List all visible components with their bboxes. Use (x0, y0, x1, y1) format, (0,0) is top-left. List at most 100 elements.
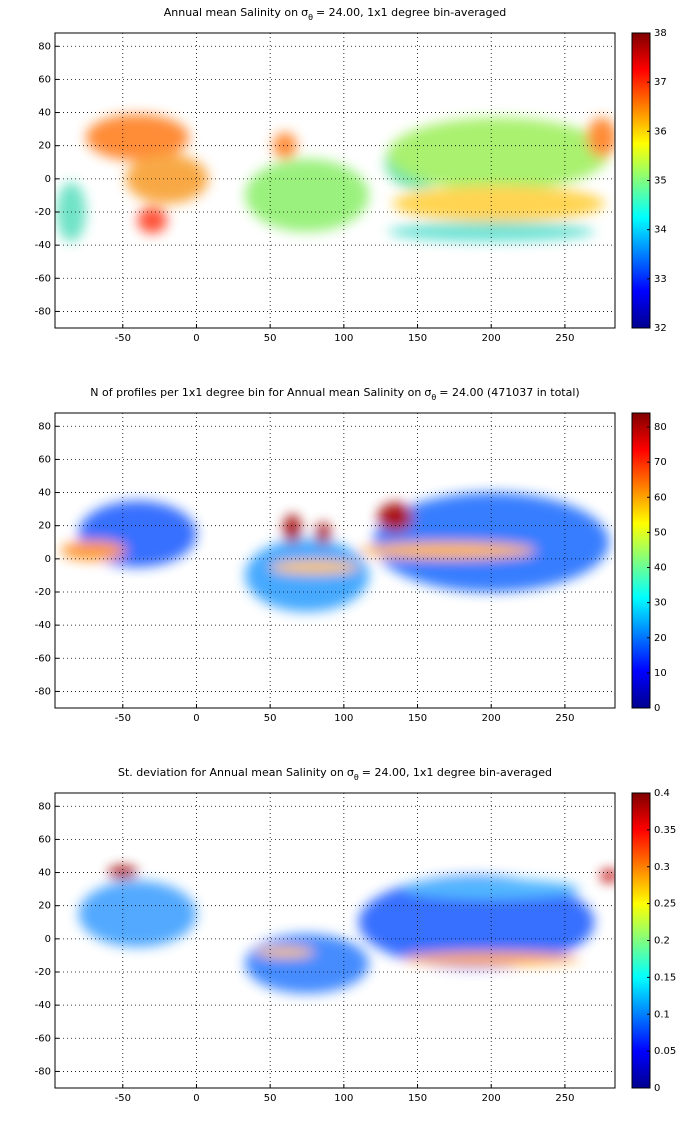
field-patch (373, 492, 610, 592)
x-tick-label: 200 (482, 1093, 501, 1104)
title-part: N of profiles per 1x1 degree bin for Ann… (90, 386, 421, 399)
y-tick-label: -20 (35, 207, 51, 218)
x-tick-label: 150 (408, 713, 427, 724)
colorbar-tick-label: 80 (654, 422, 667, 433)
field-patch (402, 952, 580, 966)
colorbar-tick-label: 0.1 (654, 1009, 670, 1020)
field-patch (587, 117, 615, 158)
y-tick-label: 60 (38, 834, 51, 845)
field-patch (245, 933, 369, 994)
colorbar-tick-label: 20 (654, 633, 667, 644)
title-part: St. deviation for Annual mean Salinity o… (118, 766, 344, 779)
y-tick-label: -60 (35, 653, 51, 664)
field-patch (245, 158, 369, 232)
y-tick-label: -60 (35, 1033, 51, 1044)
colorbar-tick-label: 30 (654, 598, 667, 609)
x-tick-label: 250 (555, 713, 574, 724)
field-patch (388, 117, 610, 191)
colorbar-tick-label: 33 (654, 274, 667, 285)
x-tick-label: 50 (264, 1093, 277, 1104)
colorbar-tick-label: 0.35 (654, 825, 676, 836)
map-panel: N of profiles per 1x1 degree bin for Ann… (35, 386, 667, 724)
chart-title: St. deviation for Annual mean Salinity o… (118, 766, 552, 782)
x-tick-label: -50 (115, 713, 131, 724)
y-tick-label: 80 (38, 801, 51, 812)
field-patch (108, 865, 138, 880)
field-patch (273, 132, 297, 159)
y-tick-label: 0 (45, 554, 51, 565)
field-patch (85, 114, 190, 161)
field-patch (60, 540, 126, 561)
field-patch (283, 514, 302, 544)
title-part: σ (347, 766, 354, 779)
field-patch (137, 207, 167, 234)
axes-frame (54, 32, 616, 329)
x-tick-label: 0 (193, 1093, 199, 1104)
x-tick-label: 50 (264, 333, 277, 344)
ocean-field (78, 865, 615, 994)
title-part: θ (431, 393, 436, 402)
y-tick-label: 20 (38, 521, 51, 532)
map-panel: Annual mean Salinity on σθ = 24.00, 1x1 de… (35, 6, 667, 344)
colorbar-tick-label: 32 (654, 323, 667, 334)
colorbar-tick-label: 38 (654, 28, 667, 39)
field-patch (392, 185, 605, 222)
ocean-field (56, 114, 615, 242)
colorbar-tick-label: 70 (654, 457, 667, 468)
field-patch (388, 221, 595, 242)
colorbar (631, 412, 651, 709)
y-tick-label: -20 (35, 967, 51, 978)
x-tick-label: 250 (555, 1093, 574, 1104)
x-tick-label: 200 (482, 713, 501, 724)
title-part: σ (301, 6, 308, 19)
y-tick-label: 40 (38, 488, 51, 499)
colorbar-tick-label: 36 (654, 126, 667, 137)
x-tick-label: 150 (408, 1093, 427, 1104)
y-tick-label: 80 (38, 41, 51, 52)
colorbar-tick-label: 0.15 (654, 972, 676, 983)
colorbar-tick-label: 0 (654, 1083, 660, 1094)
field-patch (245, 538, 369, 612)
x-tick-label: 150 (408, 333, 427, 344)
title-part: = 24.00 (471037 in total) (439, 386, 579, 399)
x-tick-label: 0 (193, 333, 199, 344)
colorbar-tick-label: 35 (654, 176, 667, 187)
y-tick-label: 60 (38, 74, 51, 85)
y-tick-label: -40 (35, 620, 51, 631)
title-part: Annual mean Salinity on (164, 6, 298, 19)
field-patch (78, 880, 197, 948)
y-tick-label: 20 (38, 141, 51, 152)
colorbar-tick-label: 34 (654, 225, 667, 236)
x-tick-label: -50 (115, 333, 131, 344)
y-tick-label: 80 (38, 421, 51, 432)
x-tick-label: 250 (555, 333, 574, 344)
field-patch (270, 560, 359, 574)
y-tick-label: 40 (38, 868, 51, 879)
colorbar-tick-label: 40 (654, 563, 667, 574)
field-patch (315, 522, 331, 546)
title-part: = 24.00, 1x1 degree bin-averaged (316, 6, 506, 19)
field-patch (358, 542, 536, 559)
colorbar-tick-label: 0.4 (654, 788, 670, 799)
y-tick-label: 0 (45, 174, 51, 185)
x-tick-label: 100 (334, 1093, 353, 1104)
x-tick-label: 200 (482, 333, 501, 344)
ocean-field (60, 492, 610, 612)
colorbar-tick-label: 0 (654, 703, 660, 714)
y-tick-label: -80 (35, 686, 51, 697)
x-tick-label: 100 (334, 333, 353, 344)
chart-title: N of profiles per 1x1 degree bin for Ann… (90, 386, 579, 402)
field-patch (377, 502, 414, 533)
colorbar-tick-label: 0.05 (654, 1046, 676, 1057)
x-tick-label: 100 (334, 713, 353, 724)
axes-frame (54, 792, 616, 1089)
x-tick-label: -50 (115, 1093, 131, 1104)
y-tick-label: -60 (35, 273, 51, 284)
title-part: θ (308, 13, 313, 22)
colorbar-tick-label: 10 (654, 668, 667, 679)
y-tick-label: 0 (45, 934, 51, 945)
x-tick-label: 50 (264, 713, 277, 724)
chart-title: Annual mean Salinity on σθ = 24.00, 1x1 de… (164, 6, 506, 22)
